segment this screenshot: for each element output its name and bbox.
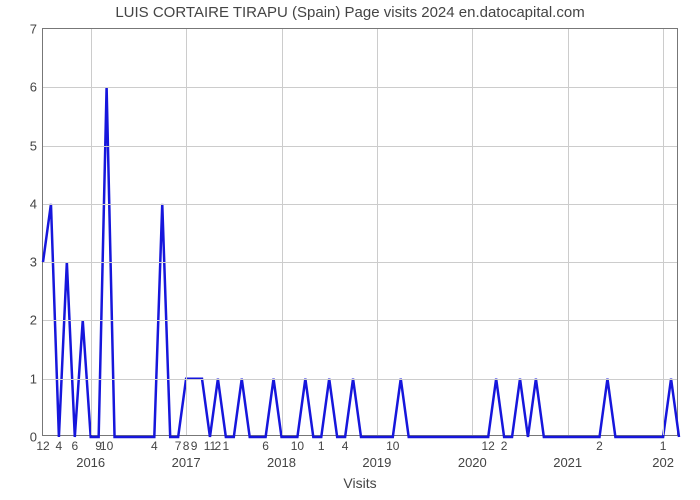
grid-line-vertical: [186, 29, 187, 435]
y-tick-label: 6: [30, 80, 43, 95]
x-minor-tick-label: 4: [151, 435, 158, 453]
y-tick-label: 3: [30, 255, 43, 270]
grid-line-vertical: [282, 29, 283, 435]
x-major-tick-label: 2020: [458, 435, 487, 470]
grid-line-horizontal: [43, 379, 677, 380]
grid-line-vertical: [377, 29, 378, 435]
grid-line-horizontal: [43, 262, 677, 263]
grid-line-horizontal: [43, 146, 677, 147]
x-minor-tick-label: 4: [56, 435, 63, 453]
x-major-tick-label: 2017: [172, 435, 201, 470]
x-minor-tick-label: 2: [501, 435, 508, 453]
x-minor-tick-label: 1: [223, 435, 230, 453]
grid-line-vertical: [663, 29, 664, 435]
y-tick-label: 2: [30, 313, 43, 328]
x-major-tick-label: 202: [652, 435, 674, 470]
x-major-tick-label: 2016: [76, 435, 105, 470]
y-tick-label: 7: [30, 22, 43, 37]
grid-line-vertical: [472, 29, 473, 435]
grid-line-horizontal: [43, 204, 677, 205]
line-series-svg: [43, 29, 679, 437]
x-minor-tick-label: 1: [318, 435, 325, 453]
grid-line-vertical: [91, 29, 92, 435]
grid-line-horizontal: [43, 320, 677, 321]
x-major-tick-label: 2018: [267, 435, 296, 470]
x-minor-tick-label: 2: [215, 435, 222, 453]
y-tick-label: 4: [30, 196, 43, 211]
grid-line-horizontal: [43, 87, 677, 88]
x-major-tick-label: 2021: [553, 435, 582, 470]
chart-title: LUIS CORTAIRE TIRAPU (Spain) Page visits…: [0, 4, 700, 21]
y-tick-label: 5: [30, 138, 43, 153]
x-axis-label: Visits: [343, 435, 376, 491]
plot-area: 0123456712469104789112161014101222120162…: [42, 28, 678, 436]
x-minor-tick-label: 2: [596, 435, 603, 453]
y-tick-label: 1: [30, 371, 43, 386]
chart-container: LUIS CORTAIRE TIRAPU (Spain) Page visits…: [0, 0, 700, 500]
x-minor-tick-label: 12: [36, 435, 49, 453]
grid-line-vertical: [568, 29, 569, 435]
